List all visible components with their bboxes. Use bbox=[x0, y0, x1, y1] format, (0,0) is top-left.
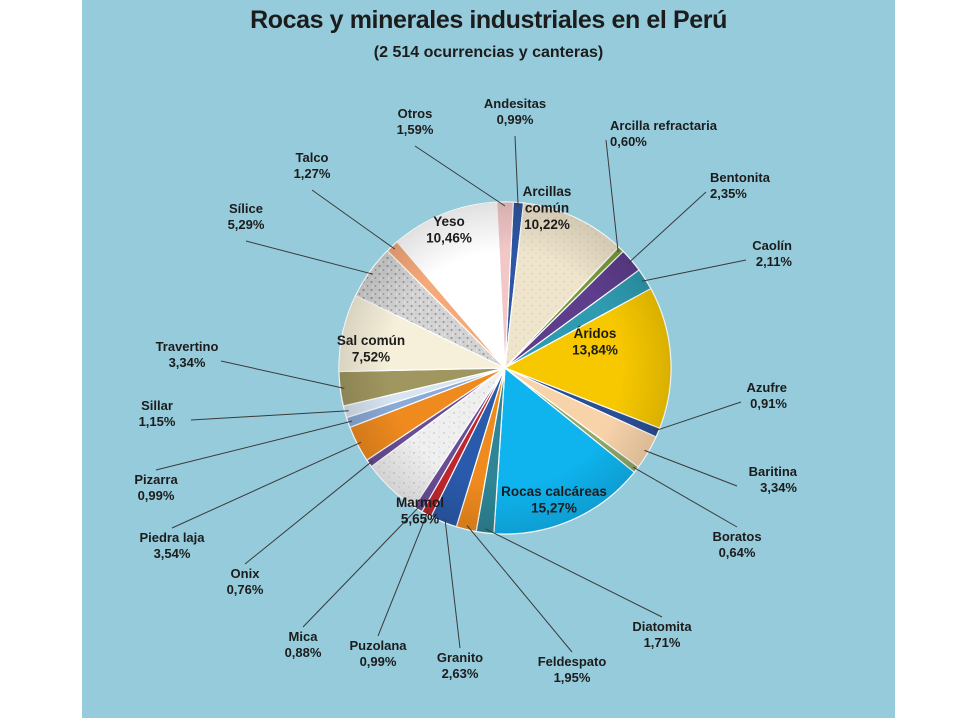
data-label-mica: Mica 0,88% bbox=[285, 629, 322, 660]
data-label-andesitas: Andesitas 0,99% bbox=[484, 96, 546, 127]
pie-chart: Andesitas 0,99% Arcillas común 10,22% Arcilla… bbox=[134, 96, 798, 685]
leader-line-sillar bbox=[190, 410, 349, 421]
data-label-azufre: Azufre 0,91% bbox=[747, 380, 788, 411]
leader-line-arcilla-refractaria bbox=[605, 139, 619, 253]
data-label-piedra-laja: Piedra laja 3,54% bbox=[139, 530, 205, 561]
leader-line-piedra-laja bbox=[171, 441, 362, 529]
data-label-puzolana: Puzolana 0,99% bbox=[349, 638, 407, 669]
leader-line-caolin bbox=[641, 259, 747, 282]
leader-line-bentonita bbox=[628, 191, 707, 264]
data-label-aridos: Áridos 13,84% bbox=[572, 326, 618, 358]
leader-line-feldespato bbox=[466, 525, 573, 653]
leader-line-diatomita bbox=[485, 528, 663, 618]
leader-line-puzolana bbox=[377, 510, 429, 637]
data-label-marmol: Marmol 5,65% bbox=[396, 495, 444, 527]
data-label-baritina: Baritina 3,34% bbox=[749, 464, 798, 495]
data-label-boratos: Boratos 0,64% bbox=[712, 529, 761, 560]
data-label-travertino: Travertino 3,34% bbox=[156, 339, 219, 370]
leader-line-onix bbox=[244, 460, 373, 565]
leader-line-granito bbox=[444, 518, 461, 649]
data-label-feldespato: Feldespato 1,95% bbox=[538, 654, 607, 685]
chart-title: Rocas y minerales industriales en el Per… bbox=[250, 6, 727, 34]
data-label-sal-comun: Sal común 7,52% bbox=[337, 333, 405, 365]
leader-line-talco bbox=[311, 189, 396, 250]
data-label-bentonita: Bentonita 2,35% bbox=[710, 170, 771, 201]
data-label-otros: Otros 1,59% bbox=[397, 106, 434, 137]
data-label-rocas-calcareas: Rocas calcáreas 15,27% bbox=[501, 484, 607, 516]
data-label-sillar: Sillar 1,15% bbox=[139, 398, 176, 429]
leader-line-azufre bbox=[654, 401, 742, 432]
data-label-diatomita: Diatomita 1,71% bbox=[632, 619, 692, 650]
data-label-caolin: Caolín 2,11% bbox=[752, 238, 792, 269]
leader-line-baritina bbox=[644, 449, 738, 487]
data-label-arcillas-comun: Arcillas común 10,22% bbox=[523, 184, 572, 232]
leader-line-boratos bbox=[632, 466, 738, 528]
data-label-yeso: Yeso 10,46% bbox=[426, 214, 472, 246]
data-label-onix: Onix 0,76% bbox=[227, 566, 264, 597]
leader-line-otros bbox=[414, 145, 506, 207]
data-label-arcilla-refractaria: Arcilla refractaria 0,60% bbox=[610, 118, 718, 149]
data-label-granito: Granito 2,63% bbox=[437, 650, 483, 681]
data-label-pizarra: Pizarra 0,99% bbox=[134, 472, 178, 503]
leader-line-silice bbox=[245, 240, 374, 275]
data-label-silice: Sílice 5,29% bbox=[228, 201, 265, 232]
slide-background: Rocas y minerales industriales en el Per… bbox=[82, 0, 895, 718]
leader-line-pizarra bbox=[155, 420, 353, 471]
chart-subtitle: (2 514 ocurrencias y canteras) bbox=[373, 44, 604, 61]
data-label-talco: Talco 1,27% bbox=[294, 150, 331, 181]
leader-line-andesitas bbox=[514, 135, 519, 207]
leader-line-travertino bbox=[220, 360, 345, 389]
leader-line-mica bbox=[302, 505, 421, 628]
